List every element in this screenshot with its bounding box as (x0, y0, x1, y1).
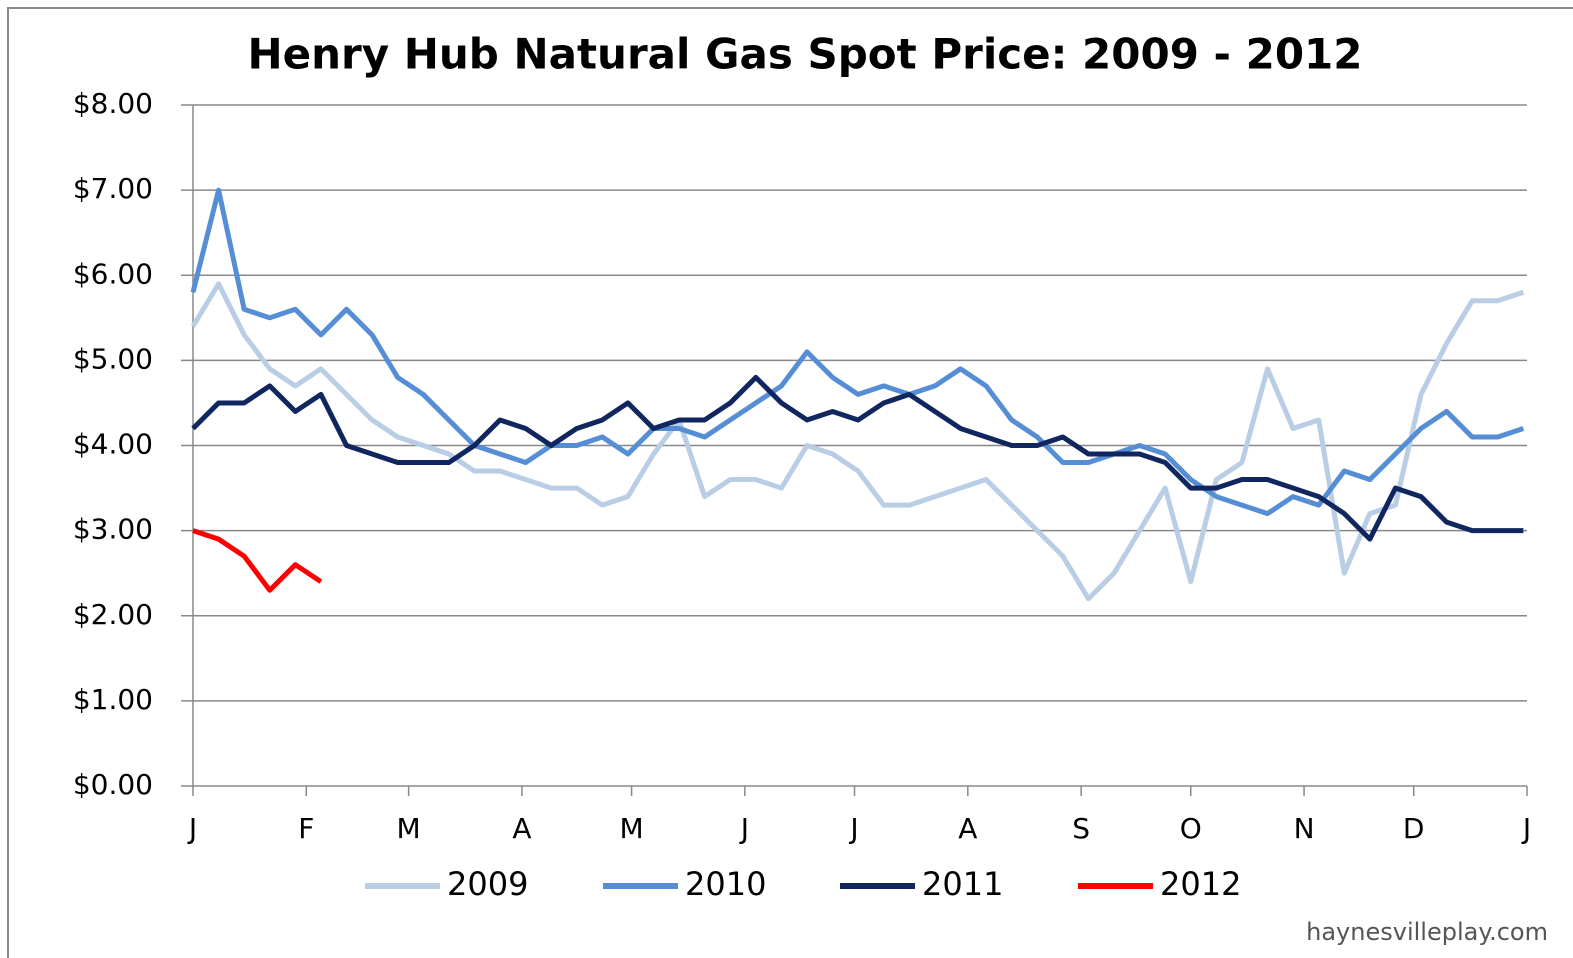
y-tick-label: $3.00 (73, 513, 153, 546)
x-tick-label: A (512, 812, 531, 845)
y-tick-label: $6.00 (73, 257, 153, 290)
series-line (190, 187, 1525, 517)
x-tick-label: J (848, 812, 858, 845)
series-line (191, 374, 1524, 542)
y-tick-label: $1.00 (73, 683, 153, 716)
x-tick-label: J (187, 812, 197, 845)
y-tick-label: $7.00 (73, 172, 153, 205)
series-line (192, 528, 323, 593)
x-tick-label: F (298, 812, 314, 845)
x-tick-label: D (1403, 812, 1425, 845)
chart-border (7, 7, 1573, 958)
x-tick-label: J (1521, 812, 1531, 845)
x-tick-label: O (1180, 812, 1202, 845)
x-tick-label: S (1072, 812, 1090, 845)
chart-title: Henry Hub Natural Gas Spot Price: 2009 -… (248, 30, 1363, 79)
x-tick-label: A (958, 812, 977, 845)
series-line (190, 281, 1525, 602)
y-tick-label: $8.00 (73, 87, 153, 120)
legend-label: 2012 (1160, 865, 1241, 903)
y-tick-label: $0.00 (73, 768, 153, 801)
y-tick-label: $5.00 (73, 342, 153, 375)
x-tick-label: M (397, 812, 421, 845)
legend-label: 2011 (922, 865, 1003, 903)
x-tick-label: M (619, 812, 643, 845)
source: haynesvilleplay.com (1306, 918, 1548, 946)
y-tick-label: $4.00 (73, 428, 153, 461)
x-tick-label: J (739, 812, 749, 845)
legend-label: 2010 (685, 865, 766, 903)
y-tick-label: $2.00 (73, 598, 153, 631)
legend-label: 2009 (447, 865, 528, 903)
x-tick-label: N (1294, 812, 1315, 845)
